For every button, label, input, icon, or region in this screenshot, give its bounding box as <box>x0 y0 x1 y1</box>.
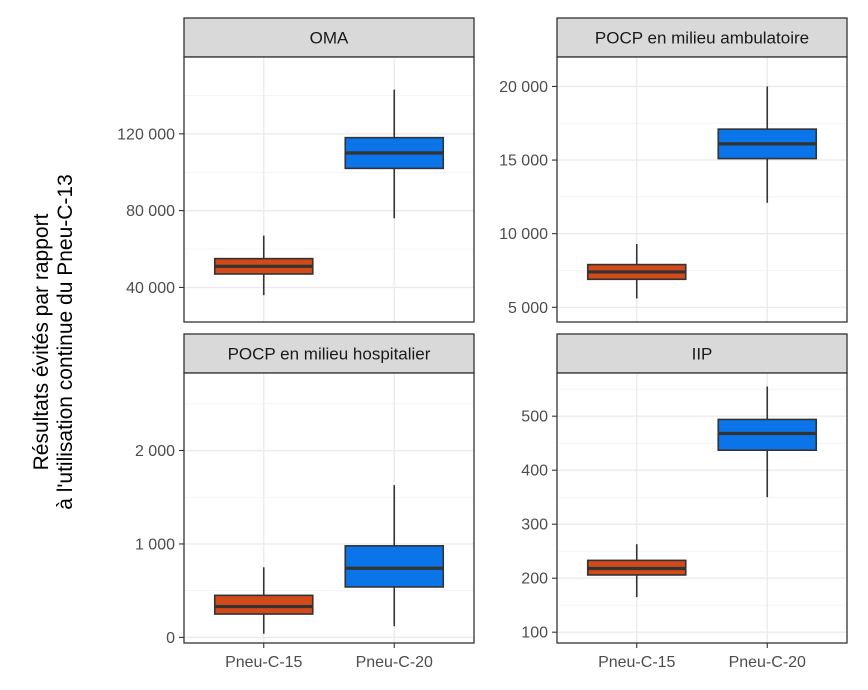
y-tick-label: 120 000 <box>117 126 175 143</box>
facet-title: IIP <box>692 345 713 364</box>
facet-strip <box>556 333 848 374</box>
panel-border <box>556 372 848 644</box>
y-tick-label: 1 000 <box>135 536 175 553</box>
y-axis-title-line-2: à l'utilisation continue du Pneu-C-13 <box>54 174 77 510</box>
y-tick-label: 2 000 <box>135 443 175 460</box>
panel-border <box>556 56 848 323</box>
y-tick-label: 40 000 <box>126 280 175 297</box>
y-tick-label: 5 000 <box>508 300 548 317</box>
x-tick-label: Pneu-C-20 <box>729 654 806 671</box>
panel-background <box>557 373 847 643</box>
y-tick-label: 400 <box>521 463 548 480</box>
facet-title: OMA <box>310 29 349 48</box>
panel-background <box>184 57 474 322</box>
boxplot-pneu-c-20 <box>717 386 818 498</box>
x-tick-label: Pneu-C-20 <box>356 654 433 671</box>
panel-border <box>183 372 475 644</box>
facet-panel: POCP en milieu hospitalier 0 1 000 2 000 Pne… <box>135 333 475 671</box>
x-tick-label: Pneu-C-15 <box>598 654 675 671</box>
boxplot-pneu-c-20 <box>344 89 445 219</box>
facet-strip <box>556 17 848 58</box>
y-axis-title-line-1: Résultats évités par rapport <box>30 213 53 470</box>
boxplot-pneu-c-20 <box>717 86 818 203</box>
y-tick-label: 100 <box>521 625 548 642</box>
facet-title: POCP en milieu hospitalier <box>228 345 431 364</box>
boxplot-pneu-c-15 <box>586 243 687 299</box>
facet-panel: IIP 100 200 300 400 500 Pneu-C-15 Pneu-C-20 <box>521 333 848 671</box>
panel-background <box>557 57 847 322</box>
facet-panel: OMA 40 000 80 000 120 000 <box>117 17 475 323</box>
boxplot-pneu-c-20 <box>344 485 445 627</box>
y-tick-label: 500 <box>521 409 548 426</box>
boxplot-pneu-c-15 <box>586 544 687 598</box>
facet-strip <box>183 17 475 58</box>
box-iqr <box>344 545 445 588</box>
y-tick-label: 0 <box>166 630 175 647</box>
y-tick-label: 200 <box>521 571 548 588</box>
boxplot-pneu-c-15 <box>213 235 314 296</box>
y-axis-title: Résultats évités par rapport à l'utilisa… <box>30 174 77 510</box>
x-tick-label: Pneu-C-15 <box>225 654 302 671</box>
panel-border <box>183 56 475 323</box>
y-tick-label: 300 <box>521 517 548 534</box>
facet-title: POCP en milieu ambulatoire <box>595 29 809 48</box>
y-tick-label: 15 000 <box>499 153 548 170</box>
y-tick-label: 10 000 <box>499 226 548 243</box>
y-tick-label: 80 000 <box>126 203 175 220</box>
box-iqr <box>213 594 314 615</box>
y-tick-label: 20 000 <box>499 79 548 96</box>
facet-panel: POCP en milieu ambulatoire 5 000 10 000 15 … <box>499 17 848 323</box>
boxplot-pneu-c-15 <box>213 567 314 634</box>
facet-strip <box>183 333 475 374</box>
